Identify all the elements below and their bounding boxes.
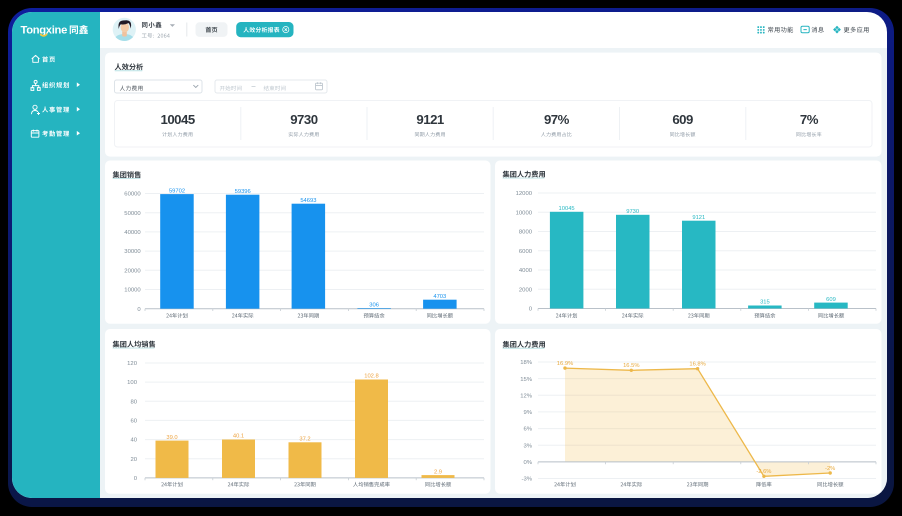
svg-text:4703: 4703 <box>433 294 446 300</box>
svg-text:20000: 20000 <box>124 268 141 274</box>
svg-text:9121: 9121 <box>692 215 705 221</box>
svg-text:609: 609 <box>672 112 693 127</box>
svg-text:2000: 2000 <box>519 287 533 293</box>
svg-text:10000: 10000 <box>516 210 533 216</box>
svg-text:15%: 15% <box>520 377 533 383</box>
svg-text:50000: 50000 <box>124 211 141 217</box>
svg-text:40: 40 <box>130 438 137 444</box>
svg-text:10045: 10045 <box>559 206 575 212</box>
svg-text:60000: 60000 <box>124 192 141 198</box>
svg-text:12%: 12% <box>520 393 533 399</box>
svg-text:9121: 9121 <box>416 112 444 127</box>
svg-text:-2.6%: -2.6% <box>756 469 771 475</box>
svg-text:7%: 7% <box>800 112 819 127</box>
svg-text:10045: 10045 <box>161 112 195 127</box>
svg-text:0: 0 <box>137 307 141 313</box>
svg-text:20: 20 <box>130 457 137 463</box>
svg-text:59702: 59702 <box>169 188 185 194</box>
svg-text:-3%: -3% <box>522 477 533 483</box>
svg-text:8000: 8000 <box>519 230 533 236</box>
svg-text:9730: 9730 <box>290 112 318 127</box>
svg-text:80: 80 <box>130 399 137 405</box>
svg-text:9%: 9% <box>523 410 532 416</box>
svg-text:102.8: 102.8 <box>364 374 379 380</box>
svg-text:16.9%: 16.9% <box>557 361 573 367</box>
svg-text:4000: 4000 <box>519 268 533 274</box>
svg-text:30000: 30000 <box>124 249 141 255</box>
svg-text:40000: 40000 <box>124 230 141 236</box>
svg-text:-2%: -2% <box>825 466 835 472</box>
svg-text:54693: 54693 <box>300 198 316 204</box>
svg-text:10000: 10000 <box>124 288 141 294</box>
svg-text:6000: 6000 <box>519 249 533 255</box>
svg-text:39.0: 39.0 <box>166 435 177 441</box>
svg-text:40.1: 40.1 <box>233 434 244 440</box>
svg-text:Tongxine: Tongxine <box>21 25 68 37</box>
svg-text:6%: 6% <box>523 427 532 433</box>
svg-text:59396: 59396 <box>235 189 251 195</box>
svg-text:16.8%: 16.8% <box>689 362 705 368</box>
svg-text:16.5%: 16.5% <box>623 363 639 369</box>
svg-text:100: 100 <box>127 380 138 386</box>
svg-text:3%: 3% <box>523 443 532 449</box>
svg-text:306: 306 <box>369 302 379 308</box>
svg-text:37.2: 37.2 <box>299 437 310 443</box>
svg-text:315: 315 <box>760 300 770 306</box>
svg-text:0: 0 <box>134 476 138 482</box>
svg-text:0%: 0% <box>523 460 532 466</box>
svg-text:18%: 18% <box>520 360 533 366</box>
svg-text:2.9: 2.9 <box>434 469 442 475</box>
svg-text:9730: 9730 <box>626 209 639 215</box>
svg-text:97%: 97% <box>544 112 570 127</box>
svg-text:12000: 12000 <box>516 191 533 197</box>
svg-text:60: 60 <box>130 419 137 425</box>
svg-text:609: 609 <box>826 297 836 303</box>
svg-text:0: 0 <box>529 307 533 313</box>
svg-text:120: 120 <box>127 361 138 367</box>
